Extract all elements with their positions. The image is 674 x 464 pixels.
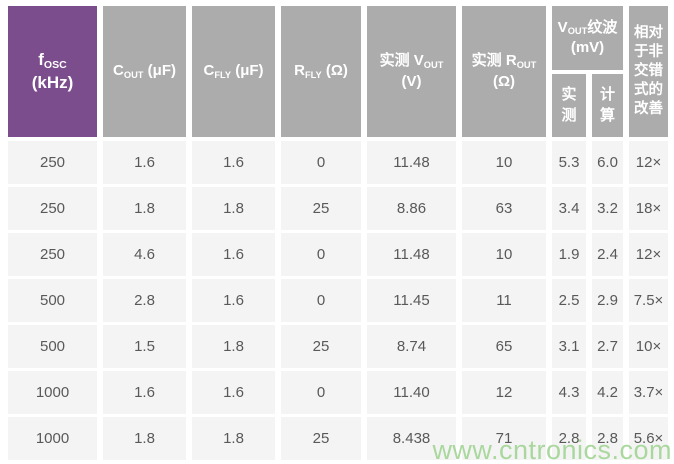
cell-cfly: 1.6 (192, 141, 275, 184)
cell-rfly: 0 (281, 279, 361, 322)
cell-ripple-calculated: 2.9 (592, 279, 623, 322)
cell-ripple-calculated: 2.7 (592, 325, 623, 368)
cell-cout: 4.6 (103, 233, 186, 276)
table-row: 250 1.6 1.6 0 11.48 10 5.3 6.0 12× (8, 141, 668, 184)
cell-ripple-calculated: 2.8 (592, 417, 623, 460)
col-header-fosc: fOSC (kHz) (8, 6, 97, 137)
cell-rfly: 0 (281, 371, 361, 414)
results-table: fOSC (kHz) COUT (μF) CFLY (μF) RFLY (Ω) … (8, 6, 668, 463)
cell-vout: 11.48 (367, 233, 456, 276)
cell-ripple-measured: 4.3 (552, 371, 586, 414)
cell-ripple-calculated: 6.0 (592, 141, 623, 184)
cell-fosc: 1000 (8, 371, 97, 414)
cell-rout: 10 (462, 233, 546, 276)
cell-improvement: 7.5× (629, 279, 668, 322)
cell-improvement: 18× (629, 187, 668, 230)
cell-cout: 1.6 (103, 371, 186, 414)
cell-ripple-calculated: 3.2 (592, 187, 623, 230)
col-header-improvement: 相对 于非 交错 式的 改善 (629, 6, 668, 137)
cell-vout: 11.40 (367, 371, 456, 414)
cell-rout: 12 (462, 371, 546, 414)
table-row: 1000 1.6 1.6 0 11.40 12 4.3 4.2 3.7× (8, 371, 668, 414)
cell-fosc: 250 (8, 141, 97, 184)
cell-vout: 11.48 (367, 141, 456, 184)
cell-rout: 65 (462, 325, 546, 368)
cell-cout: 1.8 (103, 417, 186, 460)
cell-fosc: 500 (8, 279, 97, 322)
cell-cfly: 1.8 (192, 325, 275, 368)
cell-cfly: 1.6 (192, 233, 275, 276)
cell-cout: 1.6 (103, 141, 186, 184)
cell-improvement: 5.6× (629, 417, 668, 460)
cell-rfly: 0 (281, 141, 361, 184)
cell-fosc: 250 (8, 233, 97, 276)
cell-cfly: 1.8 (192, 417, 275, 460)
cell-rfly: 25 (281, 187, 361, 230)
cell-rfly: 0 (281, 233, 361, 276)
table-row: 500 1.5 1.8 25 8.74 65 3.1 2.7 10× (8, 325, 668, 368)
cell-cout: 1.5 (103, 325, 186, 368)
cell-vout: 8.438 (367, 417, 456, 460)
cell-improvement: 12× (629, 233, 668, 276)
cell-fosc: 500 (8, 325, 97, 368)
cell-rfly: 25 (281, 325, 361, 368)
table-header-row: fOSC (kHz) COUT (μF) CFLY (μF) RFLY (Ω) … (8, 6, 668, 137)
col-header-cfly: CFLY (μF) (192, 6, 275, 137)
cell-cfly: 1.8 (192, 187, 275, 230)
cell-ripple-measured: 3.4 (552, 187, 586, 230)
table-row: 250 1.8 1.8 25 8.86 63 3.4 3.2 18× (8, 187, 668, 230)
col-header-vout-ripple: VOUT纹波 (mV) (552, 6, 623, 70)
cell-ripple-measured: 2.8 (552, 417, 586, 460)
col-header-ripple-calculated: 计 算 (592, 74, 623, 137)
cell-improvement: 12× (629, 141, 668, 184)
col-header-vout-measured: 实测 VOUT (V) (367, 6, 456, 137)
table-row: 500 2.8 1.6 0 11.45 11 2.5 2.9 7.5× (8, 279, 668, 322)
cell-vout: 11.45 (367, 279, 456, 322)
cell-improvement: 3.7× (629, 371, 668, 414)
cell-ripple-calculated: 2.4 (592, 233, 623, 276)
cell-ripple-measured: 5.3 (552, 141, 586, 184)
cell-ripple-measured: 1.9 (552, 233, 586, 276)
col-header-ripple-measured: 实 测 (552, 74, 586, 137)
cell-ripple-measured: 3.1 (552, 325, 586, 368)
col-header-rfly: RFLY (Ω) (281, 6, 361, 137)
col-header-cout: COUT (μF) (103, 6, 186, 137)
cell-rout: 11 (462, 279, 546, 322)
cell-rfly: 25 (281, 417, 361, 460)
cell-cout: 1.8 (103, 187, 186, 230)
cell-improvement: 10× (629, 325, 668, 368)
cell-vout: 8.74 (367, 325, 456, 368)
cell-rout: 10 (462, 141, 546, 184)
table-row: 1000 1.8 1.8 25 8.438 71 2.8 2.8 5.6× (8, 417, 668, 460)
cell-rout: 71 (462, 417, 546, 460)
cell-fosc: 250 (8, 187, 97, 230)
cell-rout: 63 (462, 187, 546, 230)
cell-ripple-measured: 2.5 (552, 279, 586, 322)
table-row: 250 4.6 1.6 0 11.48 10 1.9 2.4 12× (8, 233, 668, 276)
cell-ripple-calculated: 4.2 (592, 371, 623, 414)
col-header-rout-measured: 实测 ROUT (Ω) (462, 6, 546, 137)
cell-cfly: 1.6 (192, 371, 275, 414)
cell-cout: 2.8 (103, 279, 186, 322)
cell-fosc: 1000 (8, 417, 97, 460)
cell-cfly: 1.6 (192, 279, 275, 322)
cell-vout: 8.86 (367, 187, 456, 230)
